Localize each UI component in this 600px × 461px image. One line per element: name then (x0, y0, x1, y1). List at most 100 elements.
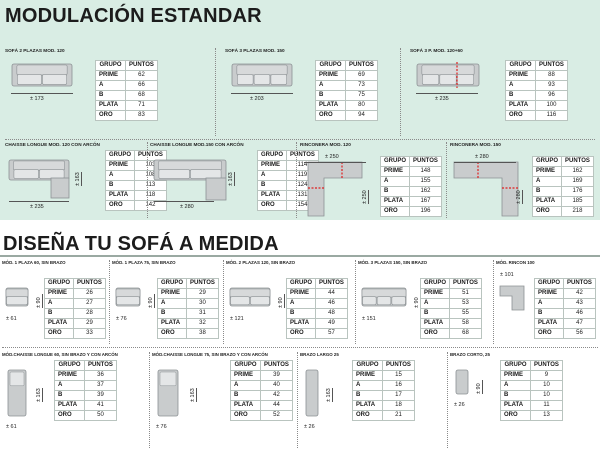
module-cell: MÓD.CHAISSE LONGUE 75, SIN BRAZO Y CON A… (152, 352, 296, 450)
points-value: 18 (382, 400, 415, 411)
group-name: A (533, 298, 565, 309)
column-header-group: GRUPO (531, 156, 563, 167)
table-row: PLATA 47 (533, 318, 596, 329)
points-value: 62 (125, 70, 158, 81)
table-row: A 37 (54, 380, 117, 391)
table-row: B 46 (533, 308, 596, 319)
points-value: 68 (449, 328, 482, 339)
table-row: PRIME 9 (500, 370, 563, 381)
depth-dimension-line (332, 388, 333, 402)
sofa-drawing (11, 63, 73, 87)
group-name: B (533, 308, 565, 319)
section-rule (0, 255, 600, 257)
points-table: GRUPO PUNTOS PRIME 162 A 169 B 176 PLATA 185 ORO 21… (531, 156, 594, 217)
table-header-row: GRUPO PUNTOS (285, 278, 348, 289)
column-header-group: GRUPO (533, 278, 565, 289)
table-row: ORO 13 (500, 410, 563, 421)
points-value: 36 (84, 370, 117, 381)
table-row: B 96 (505, 90, 568, 101)
table-row: ORO 94 (315, 110, 378, 121)
points-table: GRUPO PUNTOS PRIME 51 A 53 B 55 PLATA 58 ORO 68 (419, 278, 482, 339)
table-header-row: GRUPO PUNTOS (531, 156, 594, 167)
table-header-row: GRUPO PUNTOS (352, 360, 415, 371)
table-row: A 46 (285, 298, 348, 309)
group-name: PRIME (419, 288, 451, 299)
group-name: PRIME (54, 370, 85, 381)
points-value: 57 (315, 328, 348, 339)
table-row: B 68 (95, 90, 158, 101)
table-row: PLATA 29 (43, 318, 106, 329)
group-name: PLATA (256, 190, 288, 201)
table-row: B 55 (419, 308, 482, 319)
table-row: ORO 50 (54, 410, 117, 421)
group-name: A (54, 380, 85, 391)
width-dimension: ± 173 (30, 96, 44, 102)
sofa-backrest (236, 64, 288, 76)
table-row: PRIME 88 (505, 70, 568, 81)
table-header-row: GRUPO PUNTOS (43, 278, 106, 289)
points-value: 9 (530, 370, 563, 381)
sofa-backrest (361, 288, 407, 298)
points-value: 58 (449, 318, 482, 329)
sofa-backrest (229, 288, 271, 298)
depth-dimension-line (81, 172, 82, 186)
table-row: A 40 (230, 380, 293, 391)
table-row: A 66 (95, 80, 158, 91)
table-row: B 31 (156, 308, 219, 319)
group-name: B (104, 180, 136, 191)
width-dimension: ± 26 (454, 402, 465, 408)
table-row: ORO 196 (379, 206, 442, 217)
points-table: GRUPO PUNTOS PRIME 44 A 46 B 48 PLATA 49 ORO 57 (285, 278, 348, 339)
group-name: PLATA (533, 318, 565, 329)
points-value: 31 (186, 308, 219, 319)
group-name: B (95, 90, 126, 101)
column-header-points: PUNTOS (561, 156, 594, 167)
table-row: PRIME 44 (285, 288, 348, 299)
table-row: PLATA 167 (379, 196, 442, 207)
points-value: 94 (345, 110, 378, 121)
table-row: PLATA 11 (500, 400, 563, 411)
table-row: PLATA 58 (419, 318, 482, 329)
points-value: 46 (315, 298, 348, 309)
sofa-seat (422, 74, 440, 85)
width-dimension-line (231, 93, 293, 94)
points-value: 176 (561, 186, 594, 197)
sofa-drawing (229, 287, 271, 307)
group-name: PRIME (230, 370, 261, 381)
group-name: PLATA (500, 400, 531, 411)
table-row: A 169 (531, 176, 594, 187)
depth-dimension-line (196, 388, 197, 402)
sofa-backrest (421, 64, 475, 76)
points-value: 42 (260, 390, 293, 401)
table-row: B 39 (54, 390, 117, 401)
table-row: B 28 (43, 308, 106, 319)
column-header-group: GRUPO (104, 150, 136, 161)
table-row: PRIME 69 (315, 70, 378, 81)
group-name: ORO (230, 410, 261, 421)
table-header-row: GRUPO PUNTOS (419, 278, 482, 289)
sofa-drawing (416, 62, 480, 88)
column-header-group: GRUPO (505, 60, 536, 71)
table-row: PLATA 44 (230, 400, 293, 411)
column-header-group: GRUPO (54, 360, 85, 371)
points-table: GRUPO PUNTOS PRIME 42 A 43 B 46 PLATA 47 ORO 56 (533, 278, 596, 339)
width-dimension: ± 250 (325, 154, 339, 160)
table-header-row: GRUPO PUNTOS (54, 360, 117, 371)
points-value: 11 (530, 400, 563, 411)
table-header-row: GRUPO PUNTOS (379, 156, 442, 167)
table-header-row: GRUPO PUNTOS (533, 278, 596, 289)
sofa-backrest (16, 64, 68, 76)
points-table: GRUPO PUNTOS PRIME 36 A 37 B 39 PLATA 41 ORO 50 (54, 360, 117, 421)
group-name: ORO (352, 410, 383, 421)
width-dimension: ± 76 (156, 424, 167, 430)
group-name: B (43, 308, 75, 319)
table-row: PRIME 51 (419, 288, 482, 299)
table-row: PLATA 18 (352, 400, 415, 411)
group-name: ORO (256, 200, 288, 211)
group-name: A (419, 298, 451, 309)
points-value: 33 (73, 328, 106, 339)
column-divider (215, 48, 216, 136)
table-row: A 16 (352, 380, 415, 391)
group-name: PRIME (500, 370, 531, 381)
sofa-drawing (453, 161, 519, 217)
